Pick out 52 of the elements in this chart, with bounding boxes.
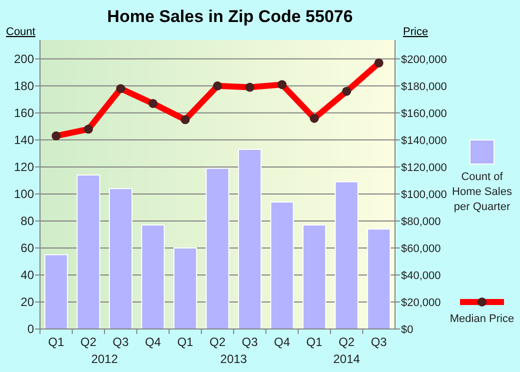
x-tick-label: Q4 bbox=[144, 335, 162, 349]
text: 2014 bbox=[333, 352, 360, 366]
legend-label: Median Price bbox=[450, 313, 514, 325]
x-tick-label: Q2 bbox=[209, 335, 226, 349]
bar bbox=[108, 188, 132, 330]
bar bbox=[302, 224, 326, 330]
x-tick-label: Q1 bbox=[177, 335, 194, 349]
bar bbox=[334, 181, 358, 330]
y2-tick-label: $120,000 bbox=[401, 162, 447, 174]
y2-tick-label: $80,000 bbox=[401, 216, 441, 228]
y-tick-label: 140 bbox=[14, 133, 34, 148]
y-tick-label: 80 bbox=[20, 214, 34, 228]
y-axis-title: Count bbox=[6, 26, 36, 38]
bar bbox=[206, 168, 230, 330]
y2-axis-title: Price bbox=[403, 26, 428, 38]
text: 2012 bbox=[91, 352, 118, 366]
legend-label: Count of Home Sales per Quarter bbox=[452, 171, 512, 213]
bar bbox=[238, 148, 262, 330]
x-tick-label: Q2 bbox=[338, 335, 355, 349]
text: 2013 bbox=[220, 352, 248, 366]
x-tick-label: Q1 bbox=[306, 335, 323, 349]
bar bbox=[367, 228, 391, 330]
x-tick-label: Q1 bbox=[48, 335, 64, 349]
y2-tick-label: $60,000 bbox=[401, 242, 441, 255]
y2-tick-label: $20,000 bbox=[401, 296, 441, 309]
y2-tick-label: $100,000 bbox=[401, 188, 447, 201]
bar bbox=[173, 247, 198, 330]
y2-tick-label: $180,000 bbox=[401, 80, 447, 93]
chart-title: Home Sales in Zip Code 55076 bbox=[107, 7, 353, 26]
y-tick-label: 0 bbox=[27, 322, 34, 336]
bar bbox=[44, 254, 68, 330]
y-tick-label: 180 bbox=[14, 79, 34, 94]
y2-tick-label: $40,000 bbox=[401, 270, 441, 282]
y-tick-label: 20 bbox=[20, 295, 34, 310]
y-tick-label: 40 bbox=[20, 268, 34, 282]
x-tick-label: Q3 bbox=[370, 335, 388, 349]
y-tick-label: 160 bbox=[14, 106, 34, 120]
x-tick-label: Q3 bbox=[112, 335, 130, 349]
y-tick-label: 120 bbox=[14, 160, 34, 174]
x-tick-label: Q4 bbox=[274, 335, 290, 349]
bar bbox=[270, 202, 294, 330]
y-tick-label: 60 bbox=[20, 241, 34, 256]
x-tick-label: Q3 bbox=[242, 335, 258, 349]
x-tick-label: Q2 bbox=[80, 335, 97, 349]
y-tick-label: 200 bbox=[14, 52, 34, 66]
bar bbox=[141, 224, 165, 330]
y2-tick-label: $0 bbox=[401, 324, 414, 336]
y2-tick-label: $160,000 bbox=[401, 108, 447, 120]
y-tick-label: 100 bbox=[14, 187, 34, 202]
y2-tick-label: $200,000 bbox=[401, 54, 447, 66]
bar bbox=[76, 174, 100, 330]
y2-tick-label: $140,000 bbox=[401, 134, 447, 147]
